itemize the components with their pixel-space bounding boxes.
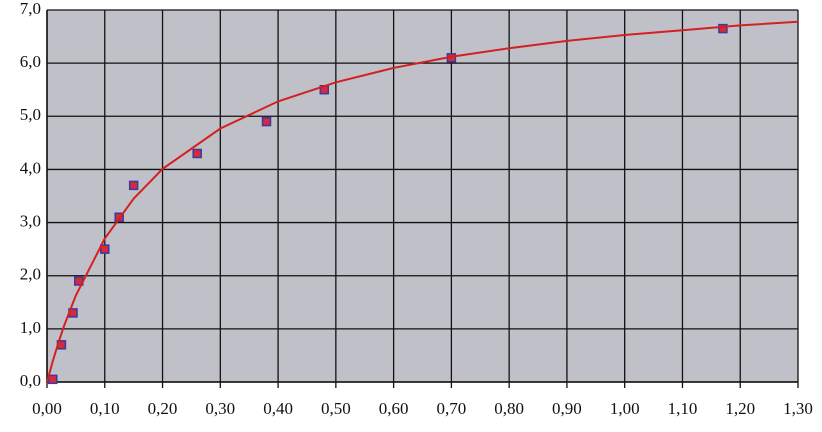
x-tick-label: 0,20 — [148, 399, 178, 418]
x-tick-label: 0,50 — [321, 399, 351, 418]
x-tick-label: 0,10 — [90, 399, 120, 418]
data-point — [100, 244, 110, 254]
y-tick-label: 0,0 — [20, 371, 41, 390]
y-tick-label: 3,0 — [20, 211, 41, 230]
x-tick-label: 0,70 — [437, 399, 467, 418]
x-tick-label: 0,30 — [205, 399, 235, 418]
x-tick-label: 1,30 — [783, 399, 813, 418]
y-tick-label: 2,0 — [20, 265, 41, 284]
data-point — [128, 180, 139, 191]
x-tick-label: 0,40 — [263, 399, 293, 418]
plot-area — [47, 10, 798, 382]
y-tick-label: 6,0 — [20, 52, 41, 71]
data-point — [261, 116, 272, 127]
x-tick-label: 1,20 — [725, 399, 755, 418]
data-point — [192, 148, 202, 159]
x-tick-label: 0,80 — [494, 399, 524, 418]
x-tick-label: 0,60 — [379, 399, 409, 418]
x-tick-label: 0,90 — [552, 399, 582, 418]
data-point — [48, 374, 58, 385]
x-tick-label: 1,10 — [668, 399, 698, 418]
y-tick-label: 1,0 — [20, 318, 41, 337]
y-tick-label: 5,0 — [20, 105, 41, 124]
y-tick-label: 4,0 — [20, 158, 41, 177]
x-tick-label: 1,00 — [610, 399, 640, 418]
y-tick-label: 7,0 — [20, 0, 41, 18]
data-point — [718, 23, 728, 34]
fit-curve — [46, 20, 799, 383]
x-tick-label: 0,00 — [32, 399, 62, 418]
